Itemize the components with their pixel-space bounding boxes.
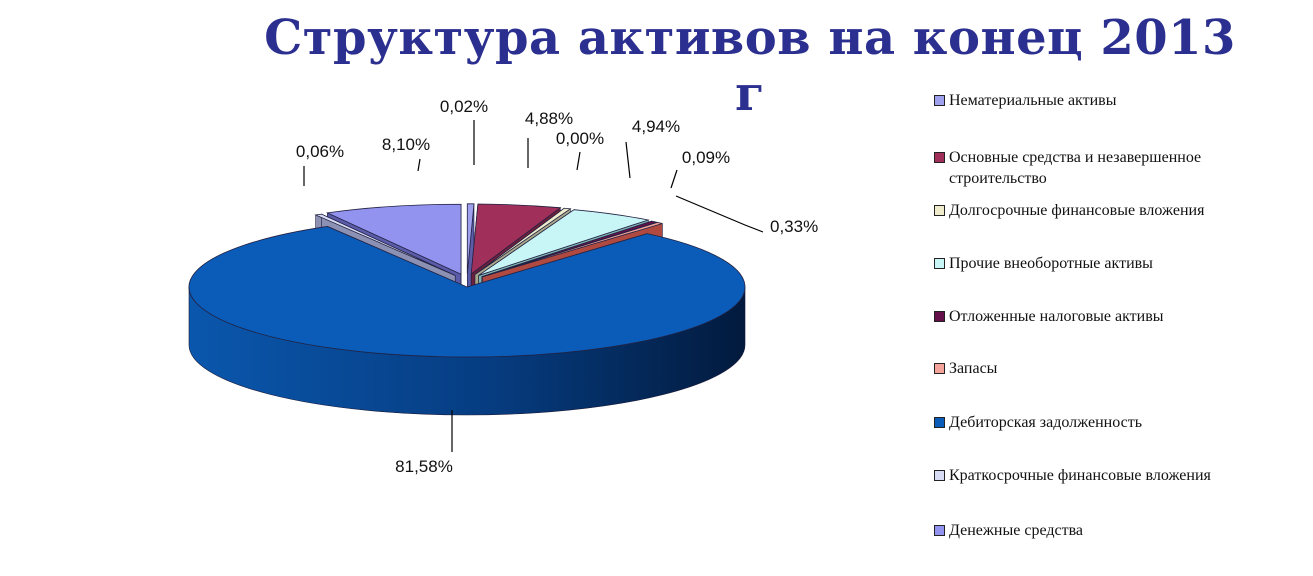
legend-swatch [934,417,945,428]
legend-swatch [934,311,945,322]
leader-line [670,169,678,189]
legend-item: Долгосрочные финансовые вложения [934,200,1294,221]
legend-label: Основные средства и незавершенное строит… [949,149,1202,187]
legend-item: Запасы [934,358,1294,379]
leader-line [675,195,764,233]
legend-label: Запасы [949,360,998,377]
chart-title: Структура активов на конец 2013 г [264,10,1236,122]
legend-item: Дебиторская задолженность [934,412,1294,433]
pie-chart: 0,02% 4,88%0,00% 4,94%0,09% 0,33% 81,58% 0,06… [188,97,818,476]
legend-item: Нематериальные активы [934,90,1294,111]
legend-swatch [934,152,945,163]
leader-line [576,151,581,171]
leader-line [625,141,631,179]
data-label: 0,02% [440,97,488,116]
legend-label: Нематериальные активы [949,92,1117,109]
legend-swatch [934,205,945,216]
leader-line [417,158,421,172]
legend-item: Краткосрочные финансовые вложения [934,465,1294,486]
pie-slice [188,225,746,416]
data-label: 0,00% [556,129,604,148]
data-label: 0,06% [296,142,344,161]
legend-item: Прочие внеоборотные активы [934,253,1294,274]
legend-item: Денежные средства [934,520,1294,541]
legend-swatch [934,363,945,374]
legend-label: Дебиторская задолженность [949,414,1142,431]
legend-label: Краткосрочные финансовые вложения [949,467,1211,484]
legend-swatch [934,470,945,481]
legend-label: Денежные средства [949,522,1084,539]
data-label: 4,88% [525,109,573,128]
data-label: 4,94% [632,117,680,136]
data-label: 8,10% [382,135,430,154]
legend-swatch [934,258,945,269]
legend-label: Долгосрочные финансовые вложения [949,202,1205,219]
legend-item: Отложенные налоговые активы [934,306,1294,327]
data-label: 81,58% [395,457,453,476]
data-label: 0,33% [770,217,818,236]
legend-swatch [934,95,945,106]
legend-swatch [934,525,945,536]
legend-label: Отложенные налоговые активы [949,308,1164,325]
data-label: 0,09% [682,148,730,167]
legend-item: Основные средства и незавершенное строит… [934,147,1294,189]
legend-label: Прочие внеоборотные активы [949,255,1153,272]
